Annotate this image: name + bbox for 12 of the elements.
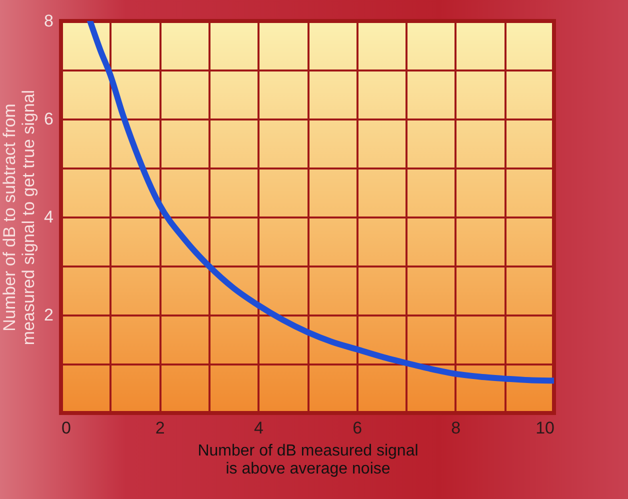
y-tick-label: 2 [44, 306, 54, 324]
x-axis-title: Number of dB measured signal is above average noise [198, 442, 418, 478]
x-tick-label: 6 [352, 418, 362, 438]
x-tick-label: 4 [254, 418, 264, 438]
y-tick-label: 8 [44, 12, 54, 30]
x-tick-label: 2 [155, 418, 165, 438]
y-tick-label: 6 [44, 110, 54, 128]
x-tick-label: 10 [536, 418, 554, 438]
x-tick-label: 0 [62, 418, 71, 438]
y-tick-label: 4 [44, 208, 54, 226]
y-axis-title: Number of dB to subtract from measured signal to get true signal [0, 90, 38, 346]
x-tick-label: 8 [451, 418, 461, 438]
